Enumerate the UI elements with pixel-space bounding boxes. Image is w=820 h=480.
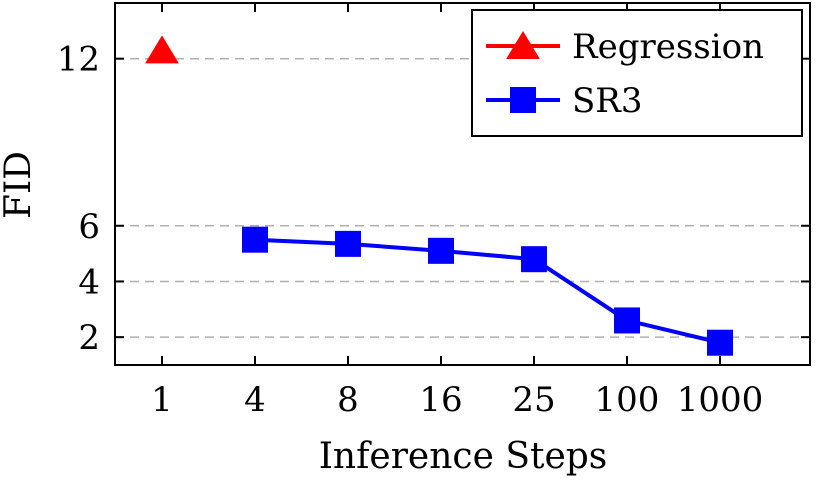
x-tick-label: 100 bbox=[595, 380, 660, 420]
legend-items: Regression SR3 bbox=[486, 27, 764, 121]
grid-lines bbox=[115, 57, 810, 338]
x-axis-title: Inference Steps bbox=[319, 436, 608, 477]
y-tick-label: 12 bbox=[57, 40, 100, 80]
x-tick-label: 25 bbox=[512, 380, 555, 420]
y-tick-label: 2 bbox=[78, 318, 100, 358]
series-line bbox=[254, 237, 721, 345]
data-point-square bbox=[521, 246, 547, 273]
series-layer bbox=[145, 35, 733, 356]
data-point-square bbox=[614, 307, 640, 334]
legend-box bbox=[471, 9, 803, 137]
data-point-square bbox=[335, 230, 361, 257]
legend: Regression SR3 bbox=[471, 9, 803, 137]
series-sr3 bbox=[242, 226, 733, 356]
legend-label: Regression bbox=[572, 27, 764, 67]
data-point-triangle bbox=[145, 35, 179, 64]
data-point-square bbox=[707, 329, 733, 356]
data-point-square bbox=[510, 87, 536, 113]
legend-item: Regression bbox=[486, 27, 764, 67]
data-point-triangle bbox=[506, 31, 540, 59]
data-point-square bbox=[428, 237, 454, 264]
y-axis-title: FID bbox=[0, 151, 39, 219]
x-tick-label: 4 bbox=[244, 380, 266, 420]
series-regression bbox=[145, 35, 179, 64]
x-tick-label: 16 bbox=[419, 380, 462, 420]
data-point-square bbox=[242, 226, 268, 253]
legend-label: SR3 bbox=[572, 81, 643, 121]
x-tick-label: 8 bbox=[337, 380, 359, 420]
x-tick-label: 1000 bbox=[677, 380, 764, 420]
y-tick-label: 4 bbox=[78, 262, 100, 302]
x-tick-label: 1 bbox=[151, 380, 173, 420]
y-tick-label: 6 bbox=[78, 207, 100, 247]
legend-item: SR3 bbox=[486, 81, 643, 121]
axis-ticks: 2 4 6 12 1 4 8 16 25 100 1000 bbox=[57, 3, 810, 420]
plot-frame bbox=[114, 2, 811, 366]
